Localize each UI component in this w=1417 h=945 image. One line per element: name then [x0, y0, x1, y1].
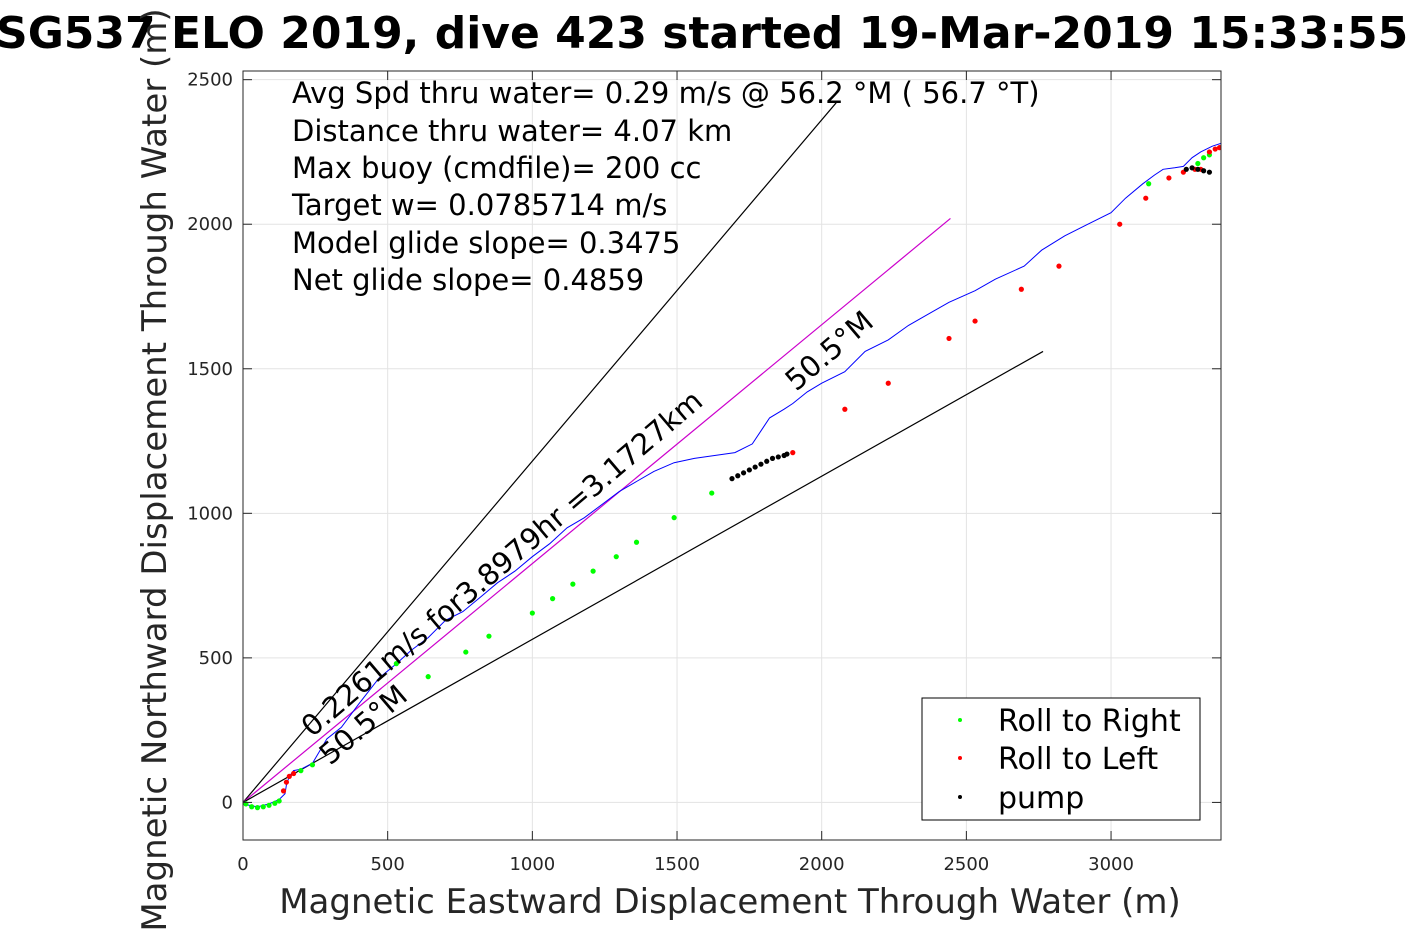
pump-point-4: [752, 464, 758, 470]
pump-point-12: [1189, 165, 1195, 171]
roll-to-right-point-9: [393, 661, 399, 667]
legend-marker-roll-right: [958, 718, 962, 722]
roll-to-right-point-18: [633, 539, 640, 545]
pump-point-13: [1195, 166, 1201, 172]
annotation-distance: Distance thru water= 4.07 km: [292, 114, 732, 148]
roll-to-right-point-4: [266, 802, 272, 808]
x-tick-label-0: 0: [237, 854, 248, 875]
roll-to-right-point-2: [254, 805, 261, 811]
roll-to-left-point-12: [1143, 195, 1149, 201]
reference-line-2: [243, 350, 1044, 803]
axis-ticks: 0 500 1000 1500 2000 2500 3000 0 500 1000 1500 2000…: [187, 70, 1221, 875]
pump-point-15: [1206, 169, 1213, 175]
roll-to-right-point-19: [671, 515, 677, 521]
track-polyline: [243, 142, 1221, 808]
roll-to-right-point-15: [570, 581, 576, 587]
roll-to-right-point-7: [298, 768, 304, 774]
y-tick-label-2: 1000: [187, 503, 233, 524]
pump-point-6: [764, 458, 770, 464]
roll-to-left-point-17: [1206, 149, 1213, 155]
annotation-max-buoy: Max buoy (cmdfile)= 200 cc: [292, 151, 701, 185]
roll-to-right-point-22: [1195, 160, 1201, 167]
y-tick-label-4: 2000: [187, 214, 233, 235]
legend-label-roll-left: Roll to Left: [998, 742, 1158, 777]
roll-to-right-point-1: [249, 804, 255, 810]
pump-point-1: [735, 473, 741, 479]
roll-to-right-point-21: [1146, 181, 1152, 187]
roll-to-left-point-3: [291, 770, 297, 777]
x-tick-label-3: 1500: [654, 854, 700, 875]
roll-to-left-point-7: [946, 335, 952, 342]
roll-to-left-point-0: [280, 788, 287, 794]
annotation-avg-speed: Avg Spd thru water= 0.29 m/s @ 56.2 °M (…: [292, 76, 1040, 110]
annotation-model-glide: Model glide slope= 0.3475: [292, 226, 680, 260]
roll-to-left-point-13: [1166, 175, 1172, 181]
y-tick-label-5: 2500: [187, 70, 233, 91]
roll-to-right-point-16: [590, 568, 596, 574]
roll-to-left-point-2: [286, 773, 292, 779]
pump-point-8: [775, 454, 781, 460]
roll-to-right-point-17: [613, 554, 619, 560]
roll-to-right-point-5: [272, 800, 278, 806]
roll-to-left-point-4: [790, 450, 796, 456]
roll-to-right-point-6: [276, 798, 282, 804]
legend-marker-pump: [958, 795, 962, 799]
roll-to-right-point-10: [425, 674, 431, 680]
legend-marker-roll-left: [958, 756, 962, 760]
x-tick-label-4: 2000: [799, 854, 845, 875]
roll-to-left-point-19: [1216, 145, 1221, 151]
x-axis-label: Magnetic Eastward Displacement Through W…: [279, 882, 1181, 922]
roll-to-left-point-11: [1117, 221, 1123, 227]
roll-to-right-point-13: [529, 610, 535, 616]
legend-label-roll-right: Roll to Right: [998, 704, 1181, 739]
roll-to-left-point-6: [885, 380, 891, 386]
roll-to-left-point-8: [972, 318, 978, 324]
roll-to-left-point-9: [1018, 286, 1024, 292]
legend-box: [921, 697, 1201, 821]
pump-point-5: [758, 461, 764, 467]
roll-to-left-point-1: [283, 779, 290, 785]
plot-frame: [242, 70, 1222, 841]
track-line: [243, 142, 1221, 808]
legend-label-pump: pump: [998, 781, 1084, 816]
pump-point-2: [740, 470, 747, 476]
reference-lines: [243, 102, 1044, 803]
y-tick-label-0: 0: [222, 792, 233, 813]
reference-line-1: [243, 217, 951, 803]
roll-to-right-point-12: [486, 633, 492, 639]
pump-point-7: [769, 455, 776, 461]
roll-to-left-point-5: [842, 406, 848, 412]
roll-to-right-point-3: [260, 804, 266, 810]
roll-to-right-point-14: [550, 596, 556, 602]
y-tick-label-3: 1500: [187, 359, 233, 380]
x-tick-label-1: 500: [370, 854, 404, 875]
pump-point-14: [1201, 168, 1207, 174]
y-axis-label: Magnetic Northward Displacement Through …: [135, 8, 175, 931]
pump-point-11: [1183, 166, 1189, 172]
chart-title: SG537 ELO 2019, dive 423 started 19-Mar-…: [0, 8, 1408, 59]
series-points: [243, 145, 1221, 811]
pump-point-3: [746, 467, 752, 473]
legend: Roll to Right Roll to Left pump: [921, 697, 1201, 821]
roll-to-right-point-11: [463, 649, 469, 655]
y-tick-label-1: 500: [199, 648, 233, 669]
x-tick-label-6: 3000: [1088, 854, 1134, 875]
roll-to-right-point-8: [309, 762, 316, 768]
roll-to-right-point-20: [709, 490, 715, 496]
x-tick-label-2: 1000: [509, 854, 555, 875]
reference-line-0: [243, 102, 837, 803]
pump-point-10: [784, 451, 790, 457]
annotation-target-w: Target w= 0.0785714 m/s: [291, 188, 667, 222]
roll-to-right-point-23: [1201, 155, 1207, 161]
pump-point-0: [729, 476, 735, 482]
annotation-net-glide: Net glide slope= 0.4859: [292, 263, 644, 297]
annotation-block: Avg Spd thru water= 0.29 m/s @ 56.2 °M (…: [291, 76, 1040, 297]
x-tick-label-5: 2500: [943, 854, 989, 875]
roll-to-left-point-18: [1212, 146, 1218, 152]
roll-to-left-point-10: [1056, 263, 1062, 269]
